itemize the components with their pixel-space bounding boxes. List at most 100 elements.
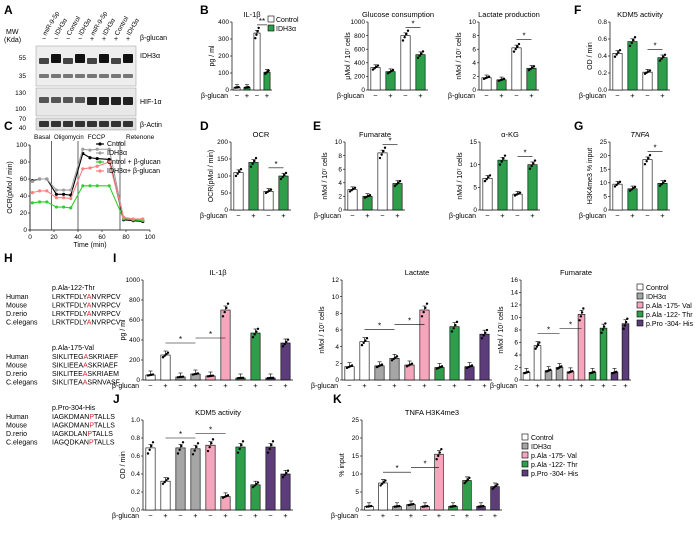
bar-point [279,177,283,181]
bar-point [271,440,275,443]
seahorse-point [30,201,34,205]
bar-treatment-label: β-glucan [201,93,228,100]
blot-treatment-sign: + [90,36,94,43]
bar-ylabel: OD / min [587,42,594,70]
bar-y-tick-label: 10 [332,294,340,301]
bar-y-tick-label: 100 [218,70,229,77]
bar-point [206,449,210,453]
bar-treatment-sign: − [590,381,595,390]
bar-y-tick-label: 10 [511,315,519,322]
bar [497,159,508,211]
bar-point [633,35,637,39]
bar-point [503,154,507,157]
bar-sig-label: * [209,330,212,339]
bar-point [560,365,563,368]
bar-treatment-sign: + [465,511,470,520]
bar-point [237,86,240,89]
blot-band [123,74,133,78]
bar-y-tick-label: 4 [472,60,476,67]
alignment-sequence: LRKTFDLYANVRPCV [52,303,121,310]
bar-sig-label: * [523,149,526,158]
blot-band [63,58,73,64]
bar-y-tick-label: 4 [338,180,342,187]
bar-y-tick-label: 0.4 [131,471,140,478]
bar [657,57,668,91]
legend-swatch [267,24,275,32]
bar-point [662,181,665,184]
bar-point [491,487,494,490]
bar-treatment-sign: − [612,381,617,390]
seahorse-y-tick-label: 20 [20,210,28,217]
bar-y-tick-label: 0 [136,377,140,384]
blot-band [87,121,97,127]
bar-ylabel: H3K4me3 % input [587,148,594,204]
bar-y-tick-label: 4 [335,344,339,351]
bar-point [514,47,517,51]
legend-k-label: IDH3α [531,444,551,451]
bar-point [360,343,364,347]
bar [389,358,400,381]
bar-title: Lactate production [478,10,540,19]
bar-point [365,337,369,340]
bar-treatment-sign: − [350,211,355,220]
bar-treatment-sign: − [645,211,650,220]
bar-y-tick-label: 20 [352,435,360,442]
legend-k-swatch [521,433,529,441]
bar-point [578,319,581,322]
bar-point [624,320,628,324]
bar-point [254,156,258,160]
bar-title: TNFA H3K4me3 [405,408,459,417]
panel-letter-G: G [574,119,583,133]
bar-point [251,162,254,166]
bar-treatment-sign: + [193,511,198,520]
seahorse-x-tick-label: 60 [98,234,106,241]
bar-point [370,504,373,508]
blot-treatment-sign: + [126,36,130,43]
bar-treatment-sign: − [268,381,273,390]
bar [250,332,261,381]
bar-y-tick-label: 5 [355,489,359,496]
seahorse-x-tick-label: 100 [145,234,156,241]
bar-point [236,451,240,454]
bar-point [618,48,622,52]
seahorse-point [38,177,42,181]
seahorse-phase-label: Retenone [126,134,155,141]
bar-treatment-sign: + [660,211,665,220]
bar-point [221,315,225,318]
bar [233,172,244,211]
seahorse-point [45,177,49,181]
bar-point [532,162,535,165]
bar [490,486,500,511]
bar [280,342,291,381]
bar-point [384,479,387,482]
bar [248,162,259,211]
bar-y-tick-label: 20 [600,153,608,160]
blot-mw-tick: 40 [19,125,27,132]
bar-point [647,156,650,160]
bar-point [253,159,256,163]
bar-y-tick-label: 2 [335,361,339,368]
bar-sig-label: * [179,335,182,344]
bar-point [395,355,399,358]
bar [265,446,276,511]
blot-band [111,58,121,64]
bar-ylabel: OCR(pMol / min) [208,150,215,203]
legend-i-label: p.Ala -175- Val [646,303,692,310]
blot-treatment-sign: − [42,36,46,43]
bar-point [582,307,585,310]
seahorse-line-2 [32,185,143,222]
alignment-species: D.rerio [6,431,27,438]
bar-point [208,445,211,449]
bar-point [281,476,285,479]
bar-y-tick-label: 4 [514,352,518,359]
bar-point [398,179,402,183]
bar-treatment-sign: + [392,381,397,390]
bar-point [166,477,170,480]
bar-point [438,451,441,454]
bar-treatment-label: β-glucan [448,93,475,100]
bar-point [662,55,665,58]
bar-treatment-sign: − [268,511,273,520]
bar-point [195,445,198,449]
bar-treatment-sign: − [208,511,213,520]
panel-letter-E: E [313,119,321,133]
